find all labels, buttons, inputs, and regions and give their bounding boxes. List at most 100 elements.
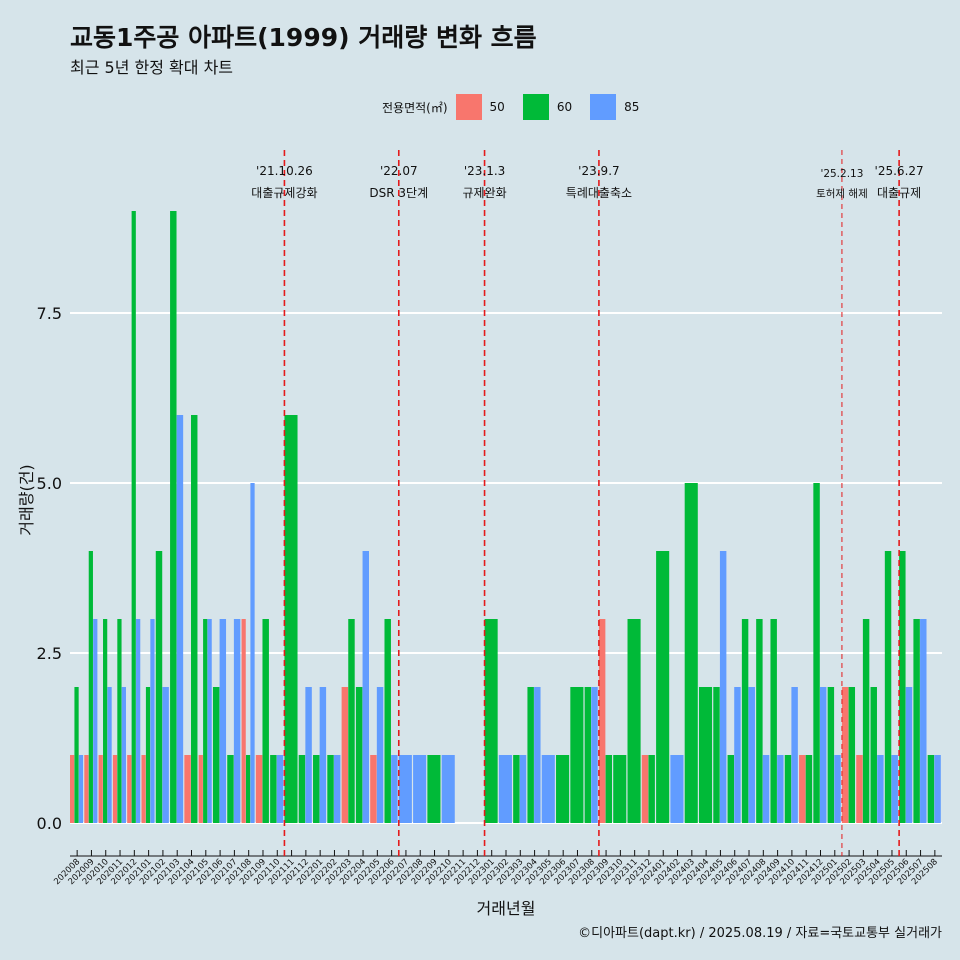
bar-85-202010 — [107, 687, 112, 823]
bar-60-202312 — [648, 755, 655, 823]
bar-85-202410 — [791, 687, 798, 823]
bar-85-202205 — [376, 687, 384, 823]
bar-50-202101 — [141, 755, 146, 823]
bar-60-202102 — [155, 551, 163, 823]
y-tick-label: 0.0 — [37, 814, 62, 833]
source-caption: ©디아파트(dapt.kr) / 2025.08.19 / 자료=국토교통부 실… — [578, 926, 942, 941]
bar-60-202109 — [262, 619, 269, 823]
bar-60-202506 — [899, 551, 906, 823]
event-date: '22.07 — [380, 164, 418, 178]
bar-85-202101 — [150, 619, 155, 823]
bar-60-202008 — [74, 687, 79, 823]
bar-60-202310 — [613, 755, 627, 823]
x-axis-title: 거래년월 — [477, 899, 536, 918]
bar-60-202306 — [556, 755, 570, 823]
bar-50-202104 — [184, 755, 191, 823]
bar-85-202412 — [819, 687, 827, 823]
event-label: 토허제 해제 — [816, 187, 868, 200]
bar-60-202209 — [427, 755, 441, 823]
bar-60-202201 — [313, 755, 320, 823]
bar-85-202108 — [250, 483, 255, 823]
event-label: 규제완화 — [462, 186, 506, 200]
bar-85-202008 — [78, 755, 84, 823]
bar-60-202406 — [727, 755, 735, 823]
event-date: '25.2.13 — [820, 168, 863, 180]
bar-85-202406 — [734, 687, 741, 823]
bar-50-202009 — [84, 755, 89, 823]
bar-85-202105 — [207, 619, 212, 823]
bar-85-202103 — [176, 415, 184, 823]
bar-85-202405 — [719, 551, 727, 823]
legend-label-50: 50 — [489, 100, 505, 114]
legend-swatch-60 — [522, 94, 549, 120]
bar-85-202202 — [333, 755, 341, 823]
bar-85-202504 — [877, 755, 884, 823]
legend: 전용면적(㎡) 50 60 85 — [382, 93, 657, 121]
bar-60-202405 — [713, 687, 720, 823]
bar-85-202304 — [534, 687, 541, 823]
bar-60-202410 — [784, 755, 792, 823]
y-tick-label: 2.5 — [37, 644, 62, 663]
bar-60-202412 — [813, 483, 820, 823]
bar-85-202402 — [670, 755, 684, 823]
bar-85-202009 — [93, 619, 98, 823]
bar-85-202506 — [905, 687, 913, 823]
bar-60-202407 — [741, 619, 749, 823]
bar-60-202308 — [584, 687, 592, 823]
bar-85-202206 — [391, 755, 398, 823]
bar-60-202307 — [570, 687, 584, 823]
bar-50-202502 — [841, 687, 849, 823]
bar-60-202009 — [88, 551, 93, 823]
bar-85-202112 — [305, 687, 312, 823]
bar-60-202107 — [227, 755, 234, 823]
bar-85-202110 — [276, 755, 284, 823]
bar-50-202008 — [70, 755, 75, 823]
bar-85-202407 — [748, 687, 755, 823]
bar-60-202508 — [927, 755, 935, 823]
bar-50-202011 — [112, 755, 118, 823]
bar-50-202309 — [598, 619, 606, 823]
bar-60-202203 — [348, 619, 355, 823]
bar-60-202408 — [756, 619, 763, 823]
event-date: '25.6.27 — [875, 164, 924, 178]
bar-60-202103 — [170, 211, 177, 823]
bar-85-202107 — [233, 619, 241, 823]
event-label: 특례대출축소 — [566, 186, 632, 200]
bar-60-202108 — [245, 755, 251, 823]
bar-60-202301 — [484, 619, 498, 823]
bar-60-202206 — [384, 619, 391, 823]
bar-60-202106 — [212, 687, 220, 823]
bar-60-202401 — [656, 551, 670, 823]
bar-85-202302 — [498, 755, 512, 823]
bar-60-202112 — [298, 755, 306, 823]
legend-label-60: 60 — [556, 100, 573, 114]
bar-85-202201 — [319, 687, 327, 823]
bar-85-202505 — [891, 755, 898, 823]
bar-50-202012 — [127, 755, 132, 823]
legend-swatch-50 — [455, 94, 482, 120]
y-tick-label: 7.5 — [37, 304, 62, 323]
bar-50-202411 — [799, 755, 806, 823]
bar-60-202010 — [103, 619, 108, 823]
bar-85-202210 — [441, 755, 455, 823]
bar-60-202304 — [527, 687, 534, 823]
legend-title: 전용면적(㎡) — [382, 100, 448, 115]
bar-60-202505 — [884, 551, 892, 823]
bar-85-202507 — [920, 619, 927, 823]
bar-60-202204 — [355, 687, 363, 823]
bar-85-202501 — [834, 755, 841, 823]
bar-85-202011 — [121, 687, 126, 823]
y-tick-label: 5.0 — [37, 474, 62, 493]
bar-60-202105 — [203, 619, 208, 823]
bar-60-202403 — [684, 483, 698, 823]
bar-60-202104 — [191, 415, 198, 823]
legend-swatch-85 — [590, 94, 617, 120]
y-axis-title: 거래량(건) — [17, 464, 36, 535]
bar-85-202207 — [398, 755, 412, 823]
bar-50-202203 — [341, 687, 349, 823]
bar-60-202012 — [131, 211, 136, 823]
chart-subtitle: 최근 5년 한정 확대 차트 — [70, 58, 234, 77]
bar-50-202503 — [856, 755, 863, 823]
bar-60-202404 — [698, 687, 713, 823]
